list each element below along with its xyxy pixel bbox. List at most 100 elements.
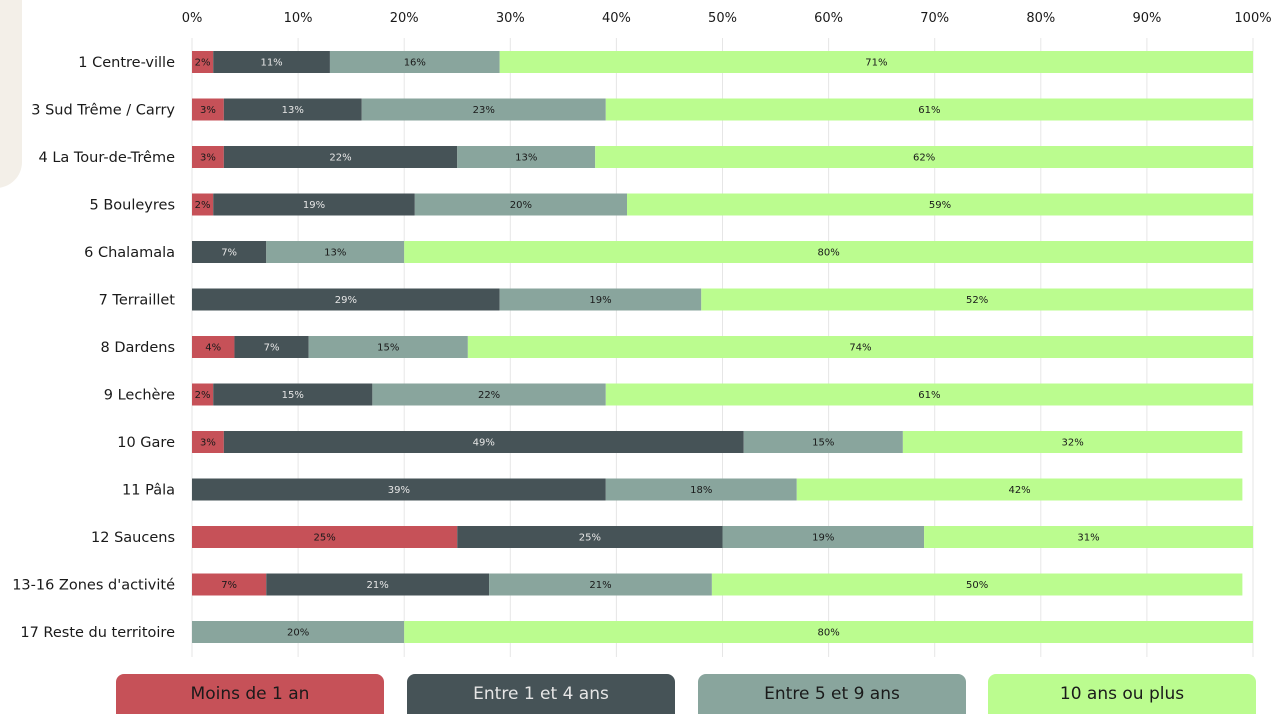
category-label: 12 Saucens [91, 530, 175, 546]
x-tick-label: 30% [496, 11, 525, 26]
data-label: 15% [377, 343, 399, 354]
category-label: 17 Reste du territoire [20, 625, 175, 641]
x-tick-label: 60% [814, 11, 843, 26]
data-label: 50% [966, 580, 988, 591]
data-label: 21% [367, 580, 389, 591]
x-axis-ticks: 0% 10% 20% 30% 40% 50% 60% 70% 80% 90% 100% [182, 11, 1272, 26]
data-label: 7% [221, 580, 237, 591]
data-label: 20% [510, 200, 532, 211]
bar-segment [192, 478, 606, 501]
bar-segment [404, 241, 1253, 263]
bar-segment [192, 241, 267, 263]
x-tick-label: 20% [390, 11, 419, 26]
bar-segment [414, 193, 628, 216]
data-label: 61% [918, 390, 940, 401]
data-label: 19% [812, 533, 834, 544]
data-label: 4% [205, 343, 221, 354]
data-label: 74% [849, 343, 871, 354]
legend-label: Entre 5 et 9 ans [764, 684, 900, 704]
legend-item-1-to-4-years: Entre 1 et 4 ans [407, 674, 675, 714]
bar-segment [404, 621, 1253, 643]
bar-segment [743, 431, 903, 453]
data-label: 62% [913, 153, 935, 164]
bar-segment [361, 98, 606, 121]
bar-segment [329, 51, 500, 73]
data-label: 7% [264, 343, 280, 354]
bar-segment [192, 383, 214, 406]
data-label: 2% [195, 200, 211, 211]
data-label: 80% [817, 248, 839, 259]
bar-segment [192, 98, 224, 121]
data-label: 13% [515, 153, 537, 164]
data-label: 39% [388, 485, 410, 496]
legend-label: 10 ans ou plus [1059, 684, 1185, 704]
bar-segment [605, 98, 1253, 121]
bar-segment [192, 146, 224, 168]
x-tick-label: 40% [602, 11, 631, 26]
bar-segment [902, 431, 1243, 453]
data-label: 13% [282, 105, 304, 116]
data-label: 49% [473, 438, 495, 449]
data-label: 18% [690, 485, 712, 496]
category-label: 5 Bouleyres [90, 198, 176, 214]
bar-segment [192, 621, 405, 643]
bar-segment [796, 478, 1243, 501]
bar-segment [266, 241, 405, 263]
legend-label: Moins de 1 an [190, 684, 310, 704]
data-label: 11% [260, 58, 282, 69]
x-tick-label: 70% [920, 11, 949, 26]
category-label: 6 Chalamala [84, 245, 175, 261]
category-label: 13-16 Zones d'activité [12, 578, 175, 594]
data-label: 23% [473, 105, 495, 116]
data-label: 15% [282, 390, 304, 401]
bar-segment [499, 51, 1253, 73]
data-label: 19% [589, 295, 611, 306]
bar-segment [192, 336, 235, 358]
category-label: 4 La Tour-de-Trême [39, 150, 176, 166]
x-tick-label: 50% [708, 11, 737, 26]
category-labels: 1 Centre-ville 3 Sud Trême / Carry 4 La To… [12, 55, 175, 641]
bar-segment [467, 336, 1253, 358]
bar-segment [192, 51, 214, 73]
data-label: 71% [865, 58, 887, 69]
data-label: 42% [1008, 485, 1030, 496]
x-tick-label: 0% [182, 11, 203, 26]
data-label: 61% [918, 105, 940, 116]
legend-item-10-years-or-more: 10 ans ou plus [988, 674, 1256, 714]
category-label: 7 Terraillet [99, 293, 176, 309]
data-label: 32% [1062, 438, 1084, 449]
bar-segment [457, 146, 596, 168]
data-label: 2% [195, 390, 211, 401]
stacked-bar-chart: 0% 10% 20% 30% 40% 50% 60% 70% 80% 90% 100% 1 Cent… [12, 11, 1272, 657]
category-label: 9 Lechère [104, 388, 175, 404]
bar-segment [192, 288, 500, 311]
legend-item-less-than-1-year: Moins de 1 an [116, 674, 384, 714]
data-label: 13% [324, 248, 346, 259]
data-label: 25% [579, 533, 601, 544]
bar-segment [605, 383, 1253, 406]
x-tick-label: 100% [1234, 11, 1271, 26]
bar-segment [499, 288, 702, 311]
data-label: 25% [314, 533, 336, 544]
bar-segment [924, 526, 1253, 548]
bar-segment [192, 193, 214, 216]
data-label: 19% [303, 200, 325, 211]
bar-segment [722, 526, 925, 548]
bar-segment [627, 193, 1253, 216]
legend-item-5-to-9-years: Entre 5 et 9 ans [698, 674, 966, 714]
legend: Moins de 1 an Entre 1 et 4 ans Entre 5 e… [0, 674, 1272, 714]
bar-segment [213, 51, 330, 73]
data-label: 20% [287, 628, 309, 639]
decorative-panel [0, 0, 22, 188]
data-label: 59% [929, 200, 951, 211]
data-label: 22% [478, 390, 500, 401]
bar-segment [213, 383, 373, 406]
bar-segment [213, 193, 415, 216]
bar-segment [372, 383, 606, 406]
data-label: 2% [195, 58, 211, 69]
data-label: 80% [817, 628, 839, 639]
bar-segment [489, 573, 712, 596]
data-label: 16% [404, 58, 426, 69]
bar-segment [605, 478, 797, 501]
data-label: 21% [589, 580, 611, 591]
